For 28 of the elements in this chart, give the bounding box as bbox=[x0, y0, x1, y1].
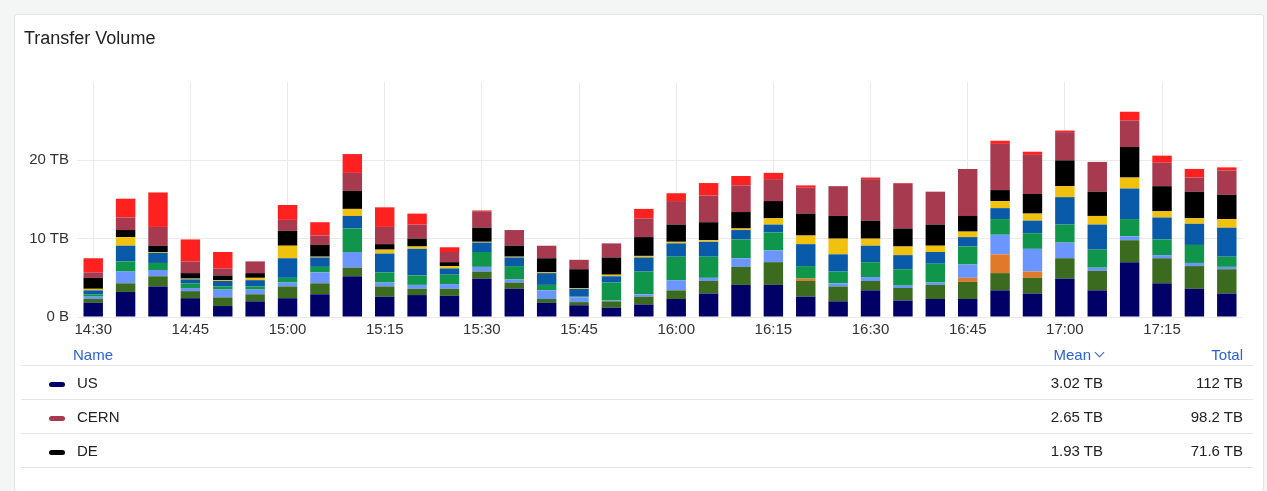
x-tick-label: 15:00 bbox=[268, 320, 307, 338]
y-tick-label: 20 TB bbox=[29, 150, 70, 168]
x-tick-label: 14:30 bbox=[74, 320, 112, 338]
text: 112 TB bbox=[1113, 365, 1253, 400]
x-tick-label: 16:30 bbox=[851, 320, 890, 338]
text: 2.65 TB bbox=[973, 399, 1113, 434]
y-tick-label: 10 TB bbox=[29, 228, 70, 246]
x-tick-label: 14:45 bbox=[171, 320, 210, 338]
text: Mean bbox=[973, 343, 1113, 366]
text: Name bbox=[21, 343, 973, 366]
x-tick-label: 17:00 bbox=[1046, 320, 1084, 338]
text: 1.93 TB bbox=[973, 433, 1113, 468]
text: 71.6 TB bbox=[1113, 433, 1253, 468]
x-tick-label: 16:15 bbox=[754, 320, 793, 338]
text: 3.02 TB bbox=[973, 365, 1113, 400]
text: Total bbox=[1113, 343, 1253, 366]
y-tick-label: 0 B bbox=[46, 307, 70, 325]
legend-label: US bbox=[77, 374, 98, 391]
x-tick-label: 16:45 bbox=[948, 320, 987, 338]
text: 98.2 TB bbox=[1113, 399, 1253, 434]
x-tick-label: 15:30 bbox=[463, 320, 501, 338]
legend-label: CERN bbox=[77, 408, 120, 425]
x-tick-label: 15:15 bbox=[365, 320, 404, 338]
chart-title: Transfer Volume bbox=[24, 28, 156, 49]
legend-label: DE bbox=[77, 442, 98, 459]
x-tick-label: 17:15 bbox=[1143, 320, 1181, 338]
x-tick-label: 15:45 bbox=[560, 320, 598, 338]
x-tick-label: 16:00 bbox=[657, 320, 695, 338]
